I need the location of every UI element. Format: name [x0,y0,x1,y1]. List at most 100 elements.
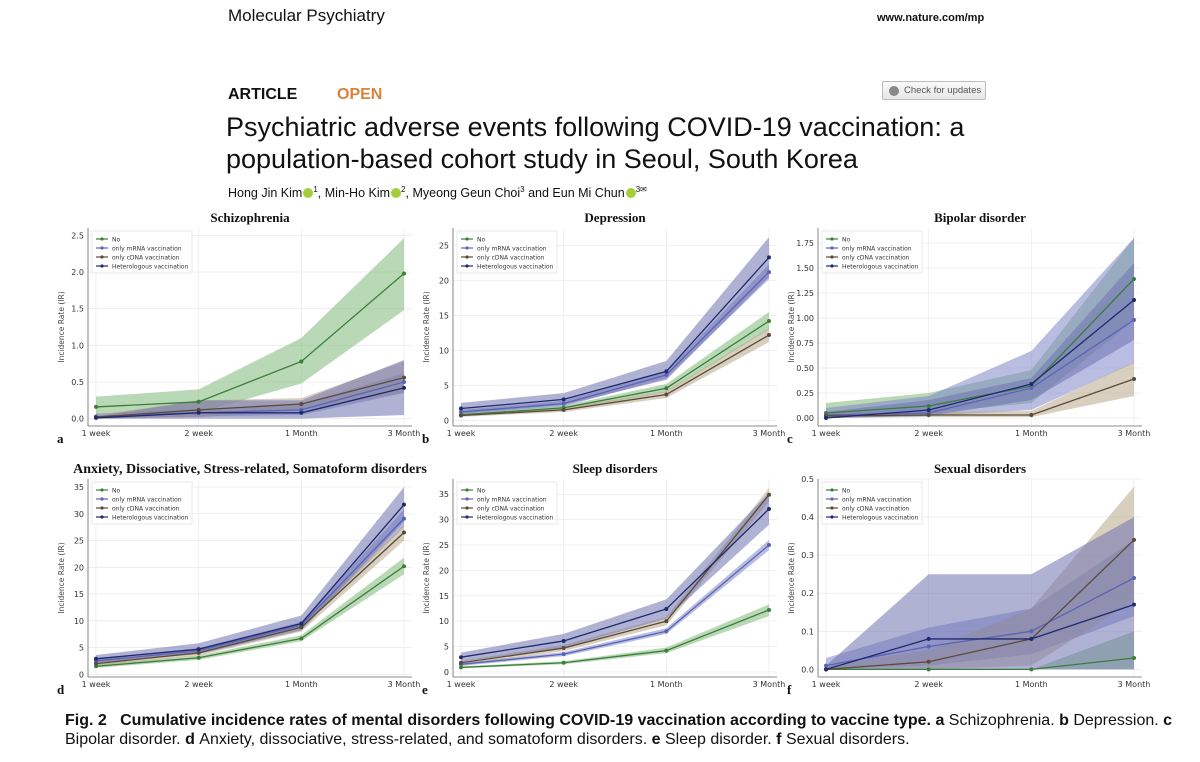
x-tick-label: 1 week [447,680,476,689]
data-point [299,621,304,626]
author-name[interactable]: Hong Jin Kim [228,186,303,201]
chart-title: Sexual disorders [934,461,1026,476]
data-point [561,660,566,665]
panel-letter: f [787,682,792,697]
x-tick-label: 1 Month [650,680,683,689]
legend-label: No [842,487,850,494]
legend-marker [465,255,469,259]
legend-label: Heterologous vaccination [842,263,919,270]
figure-label: Fig. 2 [65,712,107,729]
confidence-band [96,487,404,663]
data-point [299,636,304,641]
affiliation-number: 2 [401,185,406,194]
chart-svg: 0.00 0.25 0.50 0.75 1.00 1.25 1.50 1.75 1 week 2 … [787,210,1151,446]
legend: No only mRNA vaccination only cDNA vaccina… [456,481,558,525]
author-name[interactable]: Eun Mi Chun [552,186,625,201]
y-tick-label: 25 [439,541,449,550]
legend-marker [830,246,834,250]
article-title: Psychiatric adverse events following COV… [226,112,965,174]
data-point [1029,413,1034,417]
series-line [95,272,405,408]
data-point [196,407,201,412]
confidence-band [461,539,769,666]
panel-letter: e [422,682,428,697]
affiliation-number: 3 [520,185,525,194]
legend-box [821,230,923,274]
series-line [460,334,770,417]
legend-box [821,481,923,525]
data-point [402,271,406,276]
author-name[interactable]: Min-Ho Kim [324,186,391,201]
data-point [926,404,931,408]
y-tick-label: 2.5 [71,231,84,240]
x-tick-label: 3 Month [1118,429,1151,438]
series-line [825,278,1135,414]
series-line [460,320,770,416]
orcid-icon[interactable] [303,188,314,199]
orcid-icon[interactable] [391,188,402,199]
author-name[interactable]: Myeong Geun Choi [412,186,521,201]
chart-panel-c: 0.00 0.25 0.50 0.75 1.00 1.25 1.50 1.75 1 week 2 … [785,206,1150,448]
caption-panel-letter: e [647,731,665,748]
x-tick-label: 2 week [914,680,943,689]
legend: No only mRNA vaccination only cDNA vaccina… [821,230,923,274]
chart-panel-a: 0.0 0.5 1.0 1.5 2.0 2.5 1 week 2 week 1 Month 3 M… [55,206,420,448]
bookmark-icon [889,85,899,96]
data-point [299,402,304,406]
check-for-updates-button[interactable]: Check for updates [882,81,986,100]
data-point [767,492,771,497]
y-tick-label: 0 [444,668,449,677]
y-tick-label: 0.0 [801,665,814,674]
y-tick-label: 5 [444,381,449,390]
x-tick-label: 1 Month [1015,680,1048,689]
data-point [664,648,669,653]
orcid-icon[interactable] [625,188,636,199]
series-line [460,609,770,669]
series-line [95,518,405,662]
legend-label: only cDNA vaccination [477,505,545,512]
series-line [95,504,405,660]
journal-name: Molecular Psychiatry [228,6,385,25]
y-tick-label: 5 [79,644,84,653]
legend-label: Heterologous vaccination [112,263,189,270]
data-point [561,401,566,406]
data-point [94,656,98,661]
legend-label: only mRNA vaccination [842,496,912,503]
series-line [460,494,770,664]
data-point [664,606,669,611]
legend-label: only mRNA vaccination [477,245,547,252]
data-point [767,333,771,338]
caption-panel-text: Schizophrenia. [948,712,1055,729]
legend-marker [830,255,834,259]
y-tick-label: 10 [439,617,449,626]
y-tick-label: 20 [74,563,84,572]
legend: No only mRNA vaccination only cDNA vaccina… [821,481,923,525]
data-point [1132,377,1136,381]
data-point [664,386,669,391]
y-axis-label: Incidence Rate (IR) [57,542,66,613]
y-tick-label: 25 [439,241,449,250]
legend-label: Heterologous vaccination [842,514,919,521]
data-point [926,667,931,672]
legend-marker [100,255,104,259]
caption-panel-letter: b [1054,712,1074,729]
confidence-band [96,360,404,419]
author-list: Hong Jin Kim 1, Min-Ho Kim 2, Myeong Geun … [228,185,647,201]
legend-box [91,481,193,525]
y-tick-label: 0.0 [71,415,84,424]
data-point [402,385,406,390]
data-point [1029,386,1034,390]
y-tick-label: 0.5 [801,475,814,484]
confidence-band [826,263,1134,418]
series-line [95,376,405,418]
legend-marker [100,246,104,250]
data-point [664,629,669,634]
legend-marker [465,515,469,519]
journal-url-link[interactable]: www.nature.com/mp [877,12,985,24]
panel-letter: b [422,431,429,446]
series-line [95,532,405,665]
y-tick-label: 0.3 [801,551,814,560]
legend-label: Heterologous vaccination [112,514,189,521]
data-point [824,416,828,420]
x-tick-label: 1 Month [285,680,318,689]
